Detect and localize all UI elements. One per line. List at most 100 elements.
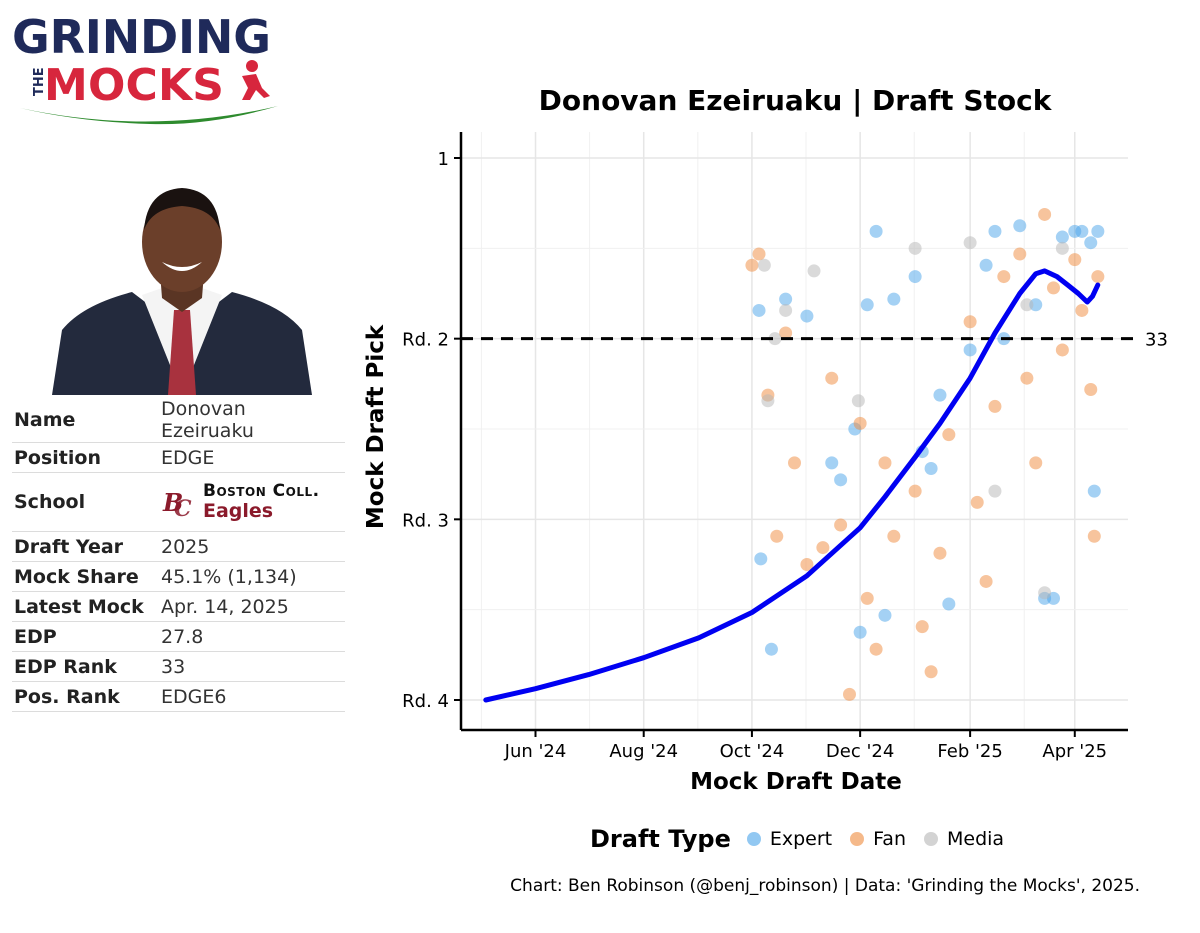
info-label: EDP Rank [12,651,159,682]
x-tick-label: Feb '25 [937,741,1002,762]
point-fan [853,416,867,430]
point-fan [1091,270,1105,284]
info-row-latest-mock: Latest Mock Apr. 14, 2025 [12,591,345,622]
point-media [1020,298,1034,312]
point-expert [834,473,848,487]
point-media [988,484,1002,498]
y-tick-label: Rd. 3 [402,510,449,531]
hair [144,188,220,230]
info-row-pos-rank: Pos. Rank EDGE6 [12,681,345,712]
point-fan [970,495,984,509]
point-fan [1055,343,1069,357]
point-fan [933,546,947,560]
info-row-school: School B C Boston Coll. Eagles [12,472,345,532]
y-tick-label: Rd. 4 [402,691,449,712]
info-label: Latest Mock [12,591,159,622]
x-tick-label: Aug '24 [609,741,678,762]
y-tick-label: Rd. 2 [402,330,449,351]
bc-logo-icon: B C [162,488,192,519]
point-fan [963,315,977,329]
point-fan [1029,456,1043,470]
info-value: Donovan Ezeiruaku [159,398,345,443]
info-label: Name [12,398,159,443]
trend-line [483,268,1101,703]
face [142,192,222,292]
point-media [851,394,865,408]
axis-layer: Jun '24 Aug '24 Oct '24 Dec '24 Feb '25 Apr '… [402,132,1128,762]
grinding-the-mocks-logo: GRINDING THE MOCKS [12,10,278,125]
y-axis-title: Mock Draft Pick [363,324,389,529]
point-expert [1013,219,1027,233]
point-expert [1055,230,1069,244]
point-fan [869,642,883,656]
point-fan [979,574,993,588]
runner-icon [242,60,270,100]
reference-label: 33 [1145,330,1168,351]
point-fan [800,558,814,571]
legend-item-media: Media [924,828,1004,850]
x-tick-label: Dec '24 [826,741,894,762]
point-fan [997,270,1011,284]
info-label: Pos. Rank [12,681,159,712]
point-expert [942,597,956,611]
info-label: Mock Share [12,561,159,592]
tie [168,310,196,395]
point-expert [908,270,922,284]
legend-item-expert: Expert [746,828,833,850]
point-media [807,264,821,278]
chart-legend: Draft Type Expert Fan Media [590,825,1012,853]
point-media [757,258,771,272]
info-row-edp: EDP 27.8 [12,621,345,652]
info-label: Position [12,442,159,473]
point-media [908,241,922,255]
point-fan [842,687,856,701]
point-fan [770,529,784,543]
legend-label: Media [947,828,1005,850]
point-expert [963,343,977,357]
legend-item-fan: Fan [850,828,906,850]
point-fan [1075,303,1089,317]
smile [162,262,202,271]
chart-caption: Chart: Ben Robinson (@benj_robinson) | D… [510,876,1140,896]
point-expert [988,224,1002,238]
point-expert [752,303,766,317]
point-media [761,394,775,408]
point-expert [887,292,901,306]
info-row-position: Position EDGE [12,442,345,473]
school-cell: B C Boston Coll. Eagles [159,472,345,532]
legend-swatch [850,832,865,846]
point-fan [908,484,922,498]
point-expert [853,625,867,639]
point-expert [933,388,947,402]
grid-layer [461,132,1128,730]
school-mascot: Eagles [203,500,274,522]
point-expert [1084,236,1098,250]
point-fan [924,665,938,679]
player-info-table: Name Donovan Ezeiruaku Position EDGE Schoo… [12,398,345,712]
info-value: Apr. 14, 2025 [159,591,345,622]
info-label: Draft Year [12,531,159,562]
point-expert [1087,484,1101,498]
info-value: 27.8 [159,621,345,652]
field-swoosh [20,106,278,125]
info-value: EDGE6 [159,681,345,712]
point-expert [779,292,793,306]
info-label: EDP [12,621,159,652]
svg-text:C: C [174,496,192,519]
points-layer [745,207,1105,701]
logo-line2: MOCKS [44,60,224,111]
point-expert [800,309,814,323]
point-media [779,303,793,317]
point-fan [887,529,901,543]
info-row-name: Name Donovan Ezeiruaku [12,398,345,443]
logo-the: THE [32,67,47,96]
point-expert [878,608,892,622]
point-expert [1075,224,1089,238]
legend-label: Expert [769,828,833,850]
chart-title: Donovan Ezeiruaku | Draft Stock [538,84,1052,117]
x-tick-label: Oct '24 [720,741,785,762]
x-tick-label: Apr '25 [1042,741,1107,762]
point-fan [942,428,956,442]
x-tick-label: Jun '24 [504,741,567,762]
legend-label: Fan [873,828,906,850]
